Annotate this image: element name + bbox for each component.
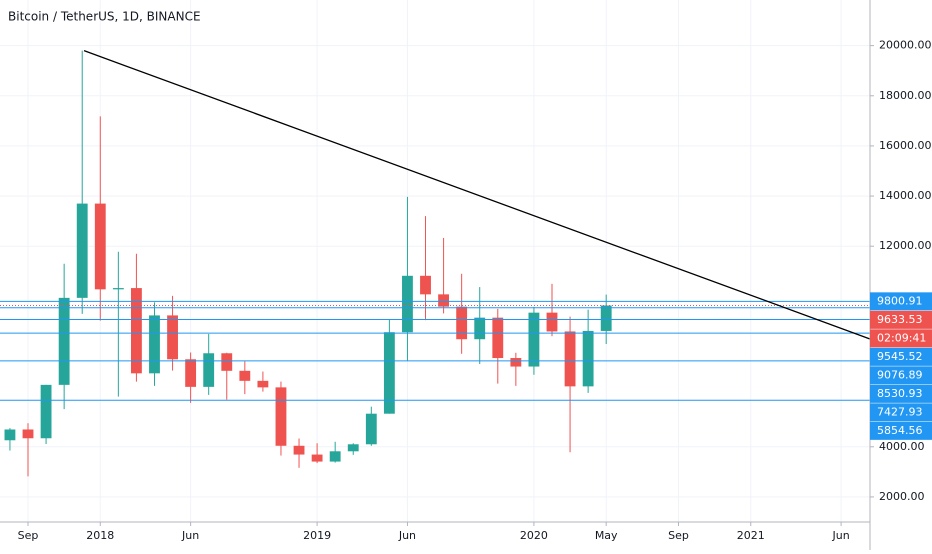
- x-tick-label: 2018: [86, 529, 114, 542]
- candle-body: [293, 445, 305, 455]
- candle-body: [257, 380, 269, 388]
- x-tick-label: 2019: [303, 529, 331, 542]
- price-tag: [870, 310, 932, 329]
- price-tag: [870, 421, 932, 440]
- x-tick-label: Jun: [831, 529, 849, 542]
- candle-body: [40, 384, 52, 439]
- y-tick-label: 12000.00: [879, 239, 932, 252]
- y-tick-label: 4000.00: [879, 440, 925, 453]
- candle-body: [456, 306, 468, 340]
- candle-body: [492, 317, 504, 359]
- grid: [0, 0, 870, 522]
- plot: [0, 50, 871, 477]
- candle-body: [402, 275, 413, 333]
- x-tick-label: Sep: [668, 529, 689, 542]
- axes: 2000.00 4000.00 12000.00 14000.00 16000.00 18…: [18, 39, 932, 542]
- countdown-tag: [870, 329, 932, 348]
- candle-body: [564, 331, 576, 387]
- y-tick-label: 2000.00: [879, 490, 925, 503]
- candle-body: [329, 451, 341, 462]
- candle-body: [600, 305, 612, 331]
- candle-body: [112, 288, 124, 290]
- x-tick-label: Jun: [398, 529, 416, 542]
- price-tag-label: 5854.56: [877, 424, 923, 437]
- candle-body: [4, 429, 16, 441]
- candle-body: [383, 332, 395, 414]
- price-tag-label: 9076.89: [877, 368, 923, 381]
- price-tag: [870, 384, 932, 403]
- trendline: [83, 50, 871, 340]
- candle-body: [582, 330, 594, 387]
- chart-title: Bitcoin / TetherUS, 1D, BINANCE: [8, 10, 201, 24]
- candle-body: [76, 203, 88, 298]
- y-tick-label: 20000.00: [879, 39, 932, 52]
- x-tick-label: Sep: [18, 529, 39, 542]
- candle-body: [347, 444, 359, 452]
- price-tag-label: 9545.52: [877, 350, 923, 363]
- candle-body: [510, 358, 522, 367]
- price-tag-label: 8530.93: [877, 387, 923, 400]
- price-tag-label: 7427.93: [877, 405, 923, 418]
- candle-body: [94, 203, 106, 290]
- candle-body: [58, 297, 70, 385]
- candle-body: [311, 454, 323, 462]
- candle-body: [528, 312, 540, 367]
- price-tag: [870, 292, 932, 311]
- candle-body: [420, 275, 431, 295]
- x-tick-label: Jun: [181, 529, 199, 542]
- y-tick-label: 16000.00: [879, 139, 932, 152]
- y-tick-label: 18000.00: [879, 89, 932, 102]
- x-tick-label: 2020: [520, 529, 548, 542]
- x-tick-label: May: [595, 529, 618, 542]
- y-tick-label: 14000.00: [879, 189, 932, 202]
- candle-body: [546, 312, 558, 332]
- candle-body: [365, 413, 377, 445]
- countdown-label: 02:09:41: [877, 331, 926, 344]
- price-tag-label: 9633.53: [877, 313, 923, 326]
- candle-body: [438, 294, 450, 307]
- candle-body: [221, 353, 233, 371]
- candle-body: [203, 353, 215, 387]
- candle-body: [22, 429, 34, 439]
- candle-body: [185, 359, 197, 387]
- price-tag: [870, 403, 932, 422]
- price-tag: [870, 366, 932, 385]
- x-tick-label: 2021: [737, 529, 765, 542]
- candle-body: [275, 387, 287, 446]
- candle-body: [474, 317, 486, 340]
- candle-body: [149, 315, 160, 374]
- price-tag-label: 9800.91: [877, 294, 923, 307]
- candle-body: [130, 288, 142, 374]
- candle-body: [167, 315, 178, 360]
- candle-body: [239, 370, 251, 381]
- price-tag: [870, 347, 932, 366]
